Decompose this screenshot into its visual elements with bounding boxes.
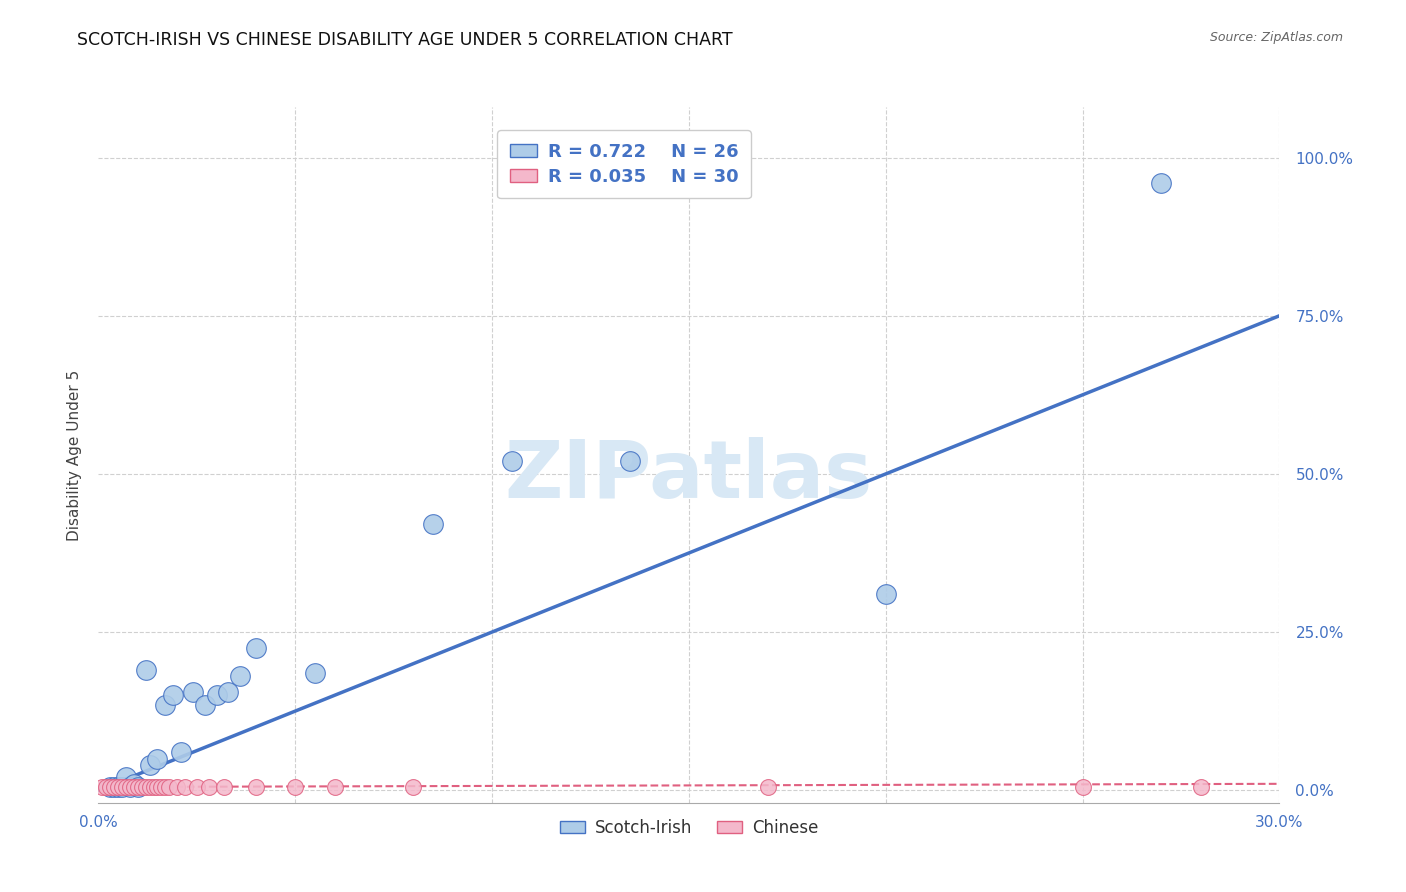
- Point: [107, 780, 129, 794]
- Point: [1189, 780, 1212, 794]
- Point: [98, 780, 121, 794]
- Point: [205, 688, 228, 702]
- Point: [186, 780, 208, 794]
- Point: [197, 780, 219, 794]
- Point: [115, 780, 138, 794]
- Text: Source: ZipAtlas.com: Source: ZipAtlas.com: [1209, 31, 1343, 45]
- Point: [245, 780, 267, 794]
- Point: [402, 780, 425, 794]
- Point: [96, 780, 118, 794]
- Point: [98, 780, 121, 794]
- Point: [166, 780, 188, 794]
- Point: [217, 685, 239, 699]
- Point: [229, 669, 252, 683]
- Point: [170, 745, 193, 759]
- Point: [122, 780, 145, 794]
- Point: [422, 517, 444, 532]
- Point: [245, 640, 267, 655]
- Point: [1150, 176, 1173, 190]
- Point: [135, 780, 157, 794]
- Point: [146, 780, 169, 794]
- Point: [146, 751, 169, 765]
- Point: [181, 685, 204, 699]
- Y-axis label: Disability Age Under 5: Disability Age Under 5: [66, 369, 82, 541]
- Text: ZIPatlas: ZIPatlas: [505, 437, 873, 515]
- Point: [131, 780, 153, 794]
- Point: [91, 780, 114, 794]
- Point: [619, 454, 641, 468]
- Text: SCOTCH-IRISH VS CHINESE DISABILITY AGE UNDER 5 CORRELATION CHART: SCOTCH-IRISH VS CHINESE DISABILITY AGE U…: [77, 31, 733, 49]
- Point: [103, 780, 125, 794]
- Point: [127, 780, 149, 794]
- Point: [157, 780, 180, 794]
- Point: [138, 780, 160, 794]
- Point: [756, 780, 779, 794]
- Point: [122, 777, 145, 791]
- Point: [138, 757, 160, 772]
- Point: [162, 688, 184, 702]
- Point: [150, 780, 173, 794]
- Point: [501, 454, 523, 468]
- Point: [194, 698, 217, 712]
- Point: [155, 780, 177, 794]
- Point: [107, 780, 129, 794]
- Point: [142, 780, 165, 794]
- Point: [1071, 780, 1094, 794]
- Point: [323, 780, 346, 794]
- Point: [111, 780, 134, 794]
- Point: [118, 780, 141, 794]
- Point: [118, 780, 141, 794]
- Point: [875, 587, 897, 601]
- Point: [127, 780, 149, 794]
- Point: [103, 780, 125, 794]
- Point: [155, 698, 177, 712]
- Legend: Scotch-Irish, Chinese: Scotch-Irish, Chinese: [553, 812, 825, 843]
- Point: [115, 771, 138, 785]
- Point: [304, 666, 326, 681]
- Point: [135, 663, 157, 677]
- Point: [214, 780, 236, 794]
- Point: [284, 780, 307, 794]
- Point: [111, 780, 134, 794]
- Point: [174, 780, 197, 794]
